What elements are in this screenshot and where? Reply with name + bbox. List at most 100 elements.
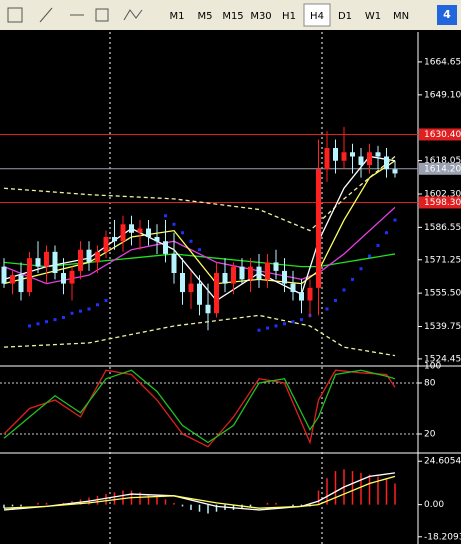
candle-body [384, 156, 389, 170]
candle-body [290, 283, 296, 293]
candle-body [10, 275, 15, 284]
timeframe-button[interactable]: M30 [250, 11, 271, 22]
candle-body [197, 283, 202, 305]
candle-body [205, 304, 211, 314]
timeframe-button[interactable]: H4 [310, 11, 324, 22]
y-tick-label: 1602.30 [424, 189, 461, 199]
sar-dot [70, 311, 74, 315]
sar-dot [96, 303, 99, 307]
sar-dot [351, 277, 354, 281]
y-tick-label: 1571.25 [424, 255, 461, 265]
candle-body [129, 224, 134, 233]
indicator-line [3, 475, 396, 509]
candle-body [163, 241, 168, 254]
sar-dot [334, 299, 337, 303]
tool-icons [7, 7, 143, 23]
candle-body [1, 266, 7, 284]
sar-dot [325, 307, 329, 311]
candle-body [265, 262, 270, 280]
sar-dot [79, 309, 82, 313]
sar-dot [385, 231, 388, 235]
candle-body [333, 148, 338, 161]
timeframe-button[interactable]: M15 [222, 11, 243, 22]
y-tick-label: 24.6054 [424, 457, 461, 467]
y-tick-label: -18.2093 [424, 532, 461, 542]
sar-dot [189, 239, 193, 243]
candle-body [18, 275, 24, 293]
indicator-line [3, 155, 396, 232]
timeframe-button-active[interactable] [303, 3, 331, 27]
candle-body [214, 273, 219, 314]
sar-dot [28, 324, 31, 328]
candle-body [222, 273, 228, 284]
candle-body [120, 224, 126, 242]
candle-body [27, 258, 32, 293]
price-level-label: 1630.40 [424, 130, 461, 140]
price-level-tag [419, 128, 461, 141]
indicator-line [3, 369, 396, 448]
sar-dot [283, 322, 286, 326]
sar-dot [274, 324, 278, 328]
sar-dot [300, 318, 303, 322]
candle-body [248, 266, 253, 280]
timeframe-button[interactable]: H1 [282, 11, 296, 22]
candle-body [35, 258, 41, 267]
candle-body [86, 249, 92, 263]
y-tick-label: 0.00 [424, 500, 444, 510]
sar-dot [359, 267, 363, 271]
y-tick-label: 80 [424, 379, 436, 389]
price-level-label: 1614.20 [424, 164, 461, 174]
candle-body [367, 152, 372, 165]
candle-body [154, 236, 160, 242]
indicator-line [3, 206, 396, 285]
y-tick-label: 1586.55 [424, 223, 461, 233]
sar-dot [36, 322, 40, 326]
sar-dot [45, 320, 48, 324]
candle-body [52, 251, 58, 274]
candle-body [103, 236, 109, 252]
sar-dot [62, 315, 65, 319]
timeframe-button[interactable]: W1 [365, 11, 381, 22]
candle-body [61, 273, 66, 284]
y-tick-label: 1555.50 [424, 289, 461, 299]
candle-body [95, 251, 100, 263]
price-level-tag [419, 162, 461, 175]
timeframe-button[interactable]: D1 [338, 11, 352, 22]
candle-body [231, 266, 236, 284]
timeframe-button[interactable]: M5 [198, 11, 213, 22]
y-tick-label: 1539.75 [424, 322, 461, 332]
candle-body [146, 228, 151, 237]
candle-body [239, 266, 245, 280]
sar-dot [53, 318, 57, 322]
sar-dot [291, 320, 295, 324]
text-icon [95, 8, 109, 22]
candle-body [324, 148, 330, 170]
candle-body [316, 169, 321, 288]
candle-body [78, 249, 83, 271]
price-level-tag [419, 196, 461, 209]
candle-body [69, 270, 75, 284]
trendline-icon [39, 7, 53, 23]
candle-body [188, 283, 194, 293]
timeframe-button[interactable]: MN [393, 11, 409, 22]
y-tick-label: 1649.10 [424, 90, 461, 100]
crosshair-icon [7, 7, 23, 23]
candle-body [341, 152, 347, 161]
badge-icon[interactable] [437, 5, 457, 25]
indicator-line [3, 314, 396, 357]
candle-body [350, 152, 355, 157]
sar-dot [342, 288, 346, 292]
candle-body [180, 273, 185, 293]
candle-body [282, 270, 287, 284]
candle-body [358, 156, 364, 165]
y-tick-label: 20 [424, 430, 436, 440]
candle-body [375, 152, 381, 157]
y-tick-label: 1618.05 [424, 156, 461, 166]
candle-body [256, 266, 262, 280]
sar-dot [376, 243, 380, 247]
sar-dot [368, 254, 371, 258]
timeframe-button[interactable]: M1 [170, 11, 185, 22]
y-tick-label: 100 [424, 362, 441, 372]
sar-dot [198, 248, 201, 252]
